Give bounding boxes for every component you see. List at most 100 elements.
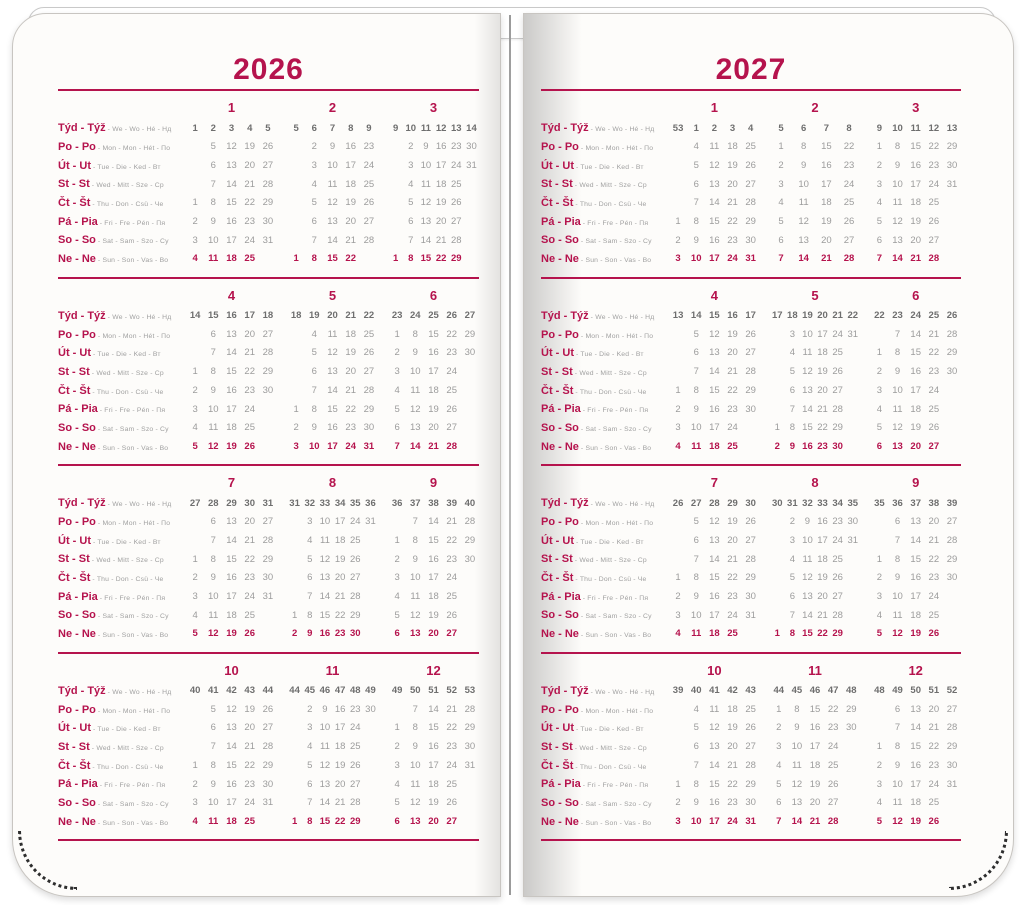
date-number: 28 <box>832 609 843 621</box>
month-groups: 2 9 16 23 30 7 14 21 28 4 11 18 25 <box>186 386 479 396</box>
date-number: 15 <box>428 722 439 734</box>
date-number: 13 <box>910 516 921 528</box>
date-number: 9 <box>894 159 901 171</box>
date-number: 23 <box>244 778 255 790</box>
date-number: 15 <box>709 216 720 228</box>
date-number: 19 <box>910 422 921 434</box>
empty-cell <box>461 573 479 583</box>
day-label: St - St - Wed - Mitt - Sze - Ср <box>58 741 186 753</box>
week-number: 8 <box>846 122 852 134</box>
sunday-date: 6 <box>876 440 883 452</box>
date-number: 24 <box>244 403 255 415</box>
date-number: 17 <box>821 178 832 190</box>
day-label-secondary: - Sat - Sam - Szo - Су <box>97 425 169 433</box>
sunday-date: 8 <box>311 253 317 265</box>
date-number: 7 <box>693 759 699 771</box>
date-number: 1 <box>293 403 299 415</box>
day-label-primary: St - St <box>58 178 90 191</box>
week-number: 30 <box>244 497 255 509</box>
month-number: 2 <box>328 100 337 115</box>
date-number: 12 <box>802 572 813 584</box>
empty-cell <box>842 780 860 790</box>
date-number: 27 <box>928 234 940 246</box>
sunday-date: 7 <box>876 253 883 265</box>
sunday-date: 17 <box>709 253 720 265</box>
month-group-header: 1 <box>186 99 277 117</box>
sunday-date: 14 <box>798 253 809 265</box>
month-number-wrap: 9 <box>870 474 961 492</box>
month-number-wrap: 2 <box>770 99 861 117</box>
week-number: 5 <box>778 122 784 134</box>
date-number: 23 <box>446 553 457 565</box>
date-number: 19 <box>428 797 439 809</box>
week-number: 25 <box>928 310 940 322</box>
week-number: 30 <box>771 497 783 509</box>
day-label-secondary: - Mon - Mon - Hét - По <box>580 520 654 528</box>
date-number: 22 <box>727 778 738 790</box>
month-group: 3 10 17 24 31 <box>770 536 861 546</box>
month-group: 6 13 20 27 <box>388 423 479 433</box>
empty-cell <box>770 405 785 415</box>
date-number: 16 <box>709 591 720 603</box>
date-number: 12 <box>226 141 237 153</box>
date-number: 15 <box>428 534 439 546</box>
month-group: 3 10 17 24 <box>870 386 961 396</box>
day-label-secondary: - We - Wo - Hé - Нд <box>590 501 655 509</box>
date-number: 11 <box>892 403 903 415</box>
date-number: 24 <box>244 591 255 603</box>
week-number: 21 <box>345 310 356 322</box>
quarter-separator-rule <box>541 839 961 841</box>
sunday-date: 22 <box>345 253 356 265</box>
day-label: Ne - Ne - Sun - Son - Vas - Во <box>541 628 669 640</box>
date-number: 16 <box>428 347 439 359</box>
date-number: 26 <box>349 759 361 771</box>
month-group: 1 8 15 22 29 <box>388 330 479 340</box>
date-number: 8 <box>210 197 216 209</box>
month-groups: 5 12 19 26 2 9 16 23 30 7 14 21 28 <box>669 723 961 733</box>
date-number: 11 <box>802 347 813 359</box>
month-group: 48 49 50 51 52 <box>870 686 961 696</box>
date-number: 31 <box>466 159 477 171</box>
month-group: 1 8 15 22 29 <box>870 555 961 565</box>
empty-cell <box>845 611 860 621</box>
week-number: 34 <box>334 497 346 509</box>
month-group: 1 8 15 22 29 <box>870 142 961 152</box>
sunday-date: 23 <box>334 628 346 640</box>
day-label: Ne - Ne - Sun - Son - Vas - Во <box>58 628 186 640</box>
date-number: 14 <box>910 328 921 340</box>
date-number: 23 <box>244 384 255 396</box>
date-number: 9 <box>412 741 418 753</box>
date-number: 10 <box>410 572 421 584</box>
date-number: 28 <box>946 534 958 546</box>
month-number-wrap: 3 <box>388 99 479 117</box>
date-number: 9 <box>412 553 418 565</box>
date-number: 30 <box>363 422 375 434</box>
year-title: 2027 <box>715 53 787 86</box>
month-group: 7 14 21 28 <box>388 517 479 527</box>
month-group: 3 10 17 24 31 <box>186 236 277 246</box>
month-group: 5 12 19 26 <box>388 198 479 208</box>
day-label-primary: Po - Po <box>58 516 96 529</box>
date-number: 2 <box>776 722 782 734</box>
day-label-secondary: - Fri - Fre - Pén - Пя <box>582 782 649 790</box>
week-number: 12 <box>928 122 940 134</box>
empty-cell <box>943 217 961 227</box>
month-group-header: 10 <box>669 662 760 680</box>
empty-cell <box>770 592 785 602</box>
week-numbers-row: Týd - Týž - We - Wo - Hé - Нд 14 15 16 17 18 18… <box>58 307 479 326</box>
day-label: Ne - Ne - Sun - Son - Vas - Во <box>58 253 186 265</box>
date-number: 4 <box>876 403 883 415</box>
month-groups: 3 10 17 24 31 7 14 21 28 5 12 19 26 <box>669 817 961 827</box>
empty-cell <box>669 705 687 715</box>
quarter-block: 10 11 12 Týd - Týž - We - Wo - Hé - Нд 39 40 41… <box>541 654 961 841</box>
date-number: 12 <box>892 422 903 434</box>
empty-cell <box>669 198 687 208</box>
week-number: 6 <box>801 122 807 134</box>
empty-cell <box>388 705 406 715</box>
date-number: 4 <box>394 591 400 603</box>
date-number: 8 <box>894 553 901 565</box>
day-label-secondary: - We - Wo - Hé - Нд <box>107 688 172 696</box>
month-group: 1 8 15 22 29 <box>770 629 861 639</box>
date-number: 4 <box>311 328 317 340</box>
sunday-date: 7 <box>778 253 784 265</box>
